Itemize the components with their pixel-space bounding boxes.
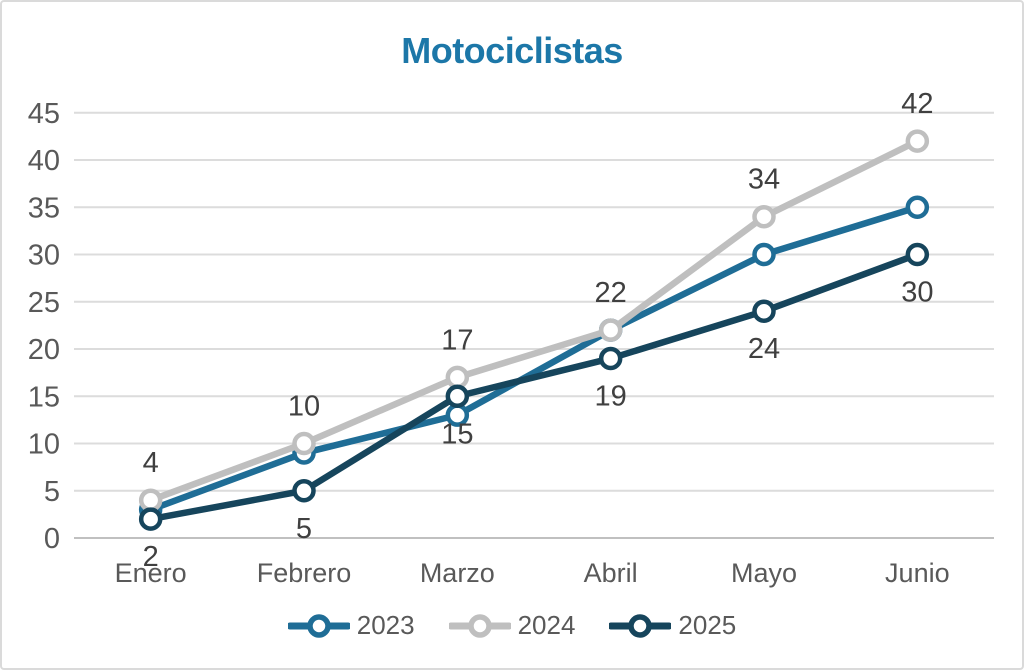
data-point-2025: [752, 299, 776, 323]
data-point-2025: [445, 384, 470, 408]
data-label-2025: 30: [901, 277, 933, 309]
data-point-2024: [445, 365, 470, 390]
legend-label-2025: 2025: [678, 610, 737, 640]
data-label-2025: 2: [143, 541, 159, 573]
legend-marker-2023-icon: [287, 613, 350, 638]
series-line-2023: [147, 204, 921, 513]
data-point-2025: [905, 242, 930, 267]
legend-item-2024: 2024: [448, 610, 576, 641]
x-axis-label: Enero: [115, 558, 187, 588]
data-label-2024: 42: [901, 88, 933, 120]
y-tick-label: 35: [28, 192, 60, 224]
y-tick-label: 30: [28, 240, 60, 272]
y-tick-label: 20: [28, 334, 60, 366]
data-label-2025: 19: [595, 380, 627, 412]
data-point-2024: [752, 204, 776, 229]
data-label-2024: 22: [595, 277, 627, 309]
data-point-2025: [292, 479, 316, 503]
series-line-2025: [147, 251, 921, 523]
legend-item-2023: 2023: [287, 610, 415, 641]
data-point-2024: [138, 488, 163, 512]
legend-item-2025: 2025: [609, 610, 736, 641]
legend-label-2024: 2024: [517, 610, 576, 640]
data-point-2025: [598, 346, 623, 371]
data-point-2023: [905, 195, 930, 219]
x-axis-label: Mayo: [731, 558, 797, 588]
y-tick-label: 45: [28, 98, 60, 130]
legend: 2023 2024 2025: [2, 610, 1022, 641]
chart-title: Motociclistas: [401, 30, 623, 71]
y-tick-label: 0: [44, 523, 60, 555]
y-tick-label: 15: [28, 381, 60, 413]
series-line-2024: [147, 137, 921, 504]
data-label-2024: 34: [748, 164, 780, 196]
data-point-2023: [752, 242, 776, 267]
data-label-2025: 5: [296, 513, 312, 545]
data-point-2024: [905, 129, 930, 153]
data-point-2025: [138, 507, 163, 531]
data-point-2024: [292, 431, 316, 456]
x-axis-label: Junio: [885, 558, 950, 588]
y-tick-label: 40: [28, 145, 60, 177]
x-axis-label: Febrero: [257, 558, 352, 588]
data-label-2025: 15: [441, 418, 473, 450]
data-label-2024: 4: [143, 447, 159, 479]
x-axis-label: Abril: [584, 558, 638, 588]
data-point-2024: [598, 318, 623, 342]
x-axis-label: Marzo: [420, 558, 495, 588]
y-tick-label: 5: [44, 476, 60, 508]
data-label-2025: 24: [748, 333, 780, 365]
legend-marker-2025-icon: [609, 613, 672, 638]
y-tick-label: 10: [28, 429, 60, 461]
data-label-2024: 10: [288, 391, 320, 423]
legend-marker-2024-icon: [448, 613, 511, 638]
y-tick-label: 25: [28, 287, 60, 319]
legend-label-2023: 2023: [356, 610, 415, 640]
data-label-2024: 17: [441, 324, 473, 356]
